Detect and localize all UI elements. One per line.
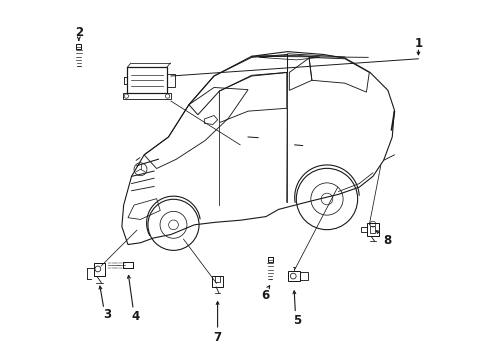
- Text: 1: 1: [413, 36, 422, 50]
- Text: 8: 8: [383, 234, 391, 247]
- Text: 7: 7: [213, 330, 221, 343]
- Text: 6: 6: [261, 289, 269, 302]
- Text: 2: 2: [75, 27, 82, 40]
- Text: 5: 5: [293, 314, 301, 327]
- Text: 3: 3: [103, 308, 111, 321]
- Text: 4: 4: [131, 310, 139, 324]
